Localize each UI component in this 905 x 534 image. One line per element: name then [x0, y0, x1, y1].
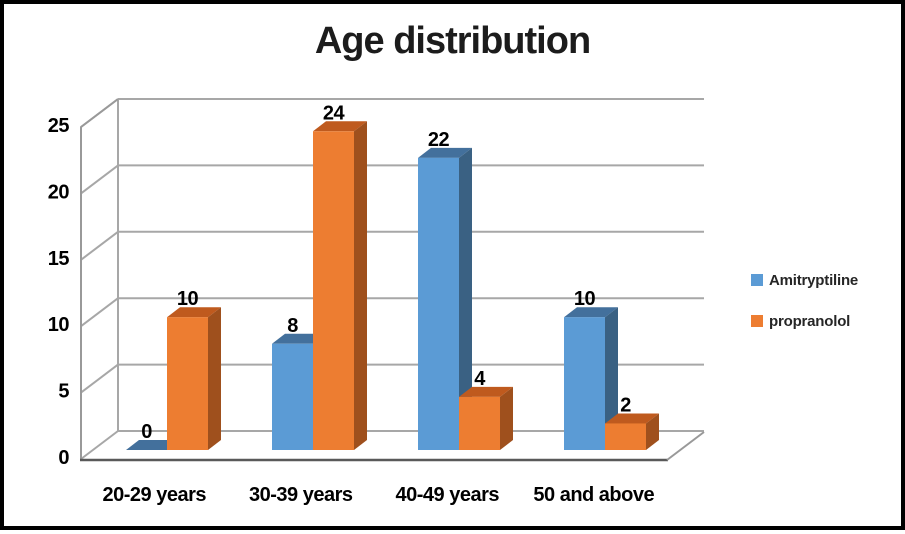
gridline-side-5 — [80, 363, 119, 394]
data-label-propranolol-2: 4 — [474, 368, 486, 390]
bar-side-propranolol-2 — [500, 386, 513, 450]
y-tick-label-0: 0 — [58, 447, 69, 469]
y-tick-label-20: 20 — [48, 181, 70, 203]
legend-item-propranolol: propranolol — [751, 309, 858, 333]
category-label-2: 40-49 years — [396, 484, 500, 506]
legend-item-amitryptiline: Amitryptiline — [751, 268, 858, 292]
data-label-propranolol-0: 10 — [177, 288, 199, 310]
y-tick-label-10: 10 — [48, 314, 70, 336]
bar-top-Amitryptiline-1 — [272, 333, 326, 344]
bar-Amitryptiline-3 — [564, 317, 605, 450]
category-label-0: 20-29 years — [103, 484, 207, 506]
bar-side-propranolol-3 — [646, 413, 659, 450]
category-label-3: 50 and above — [533, 484, 654, 506]
category-label-1: 30-39 years — [249, 484, 353, 506]
gridline-side-15 — [80, 231, 119, 261]
bar-propranolol-2 — [459, 396, 500, 450]
bar-propranolol-1 — [313, 131, 354, 450]
bar-side-Amitryptiline-2 — [459, 147, 472, 450]
bar-Amitryptiline-2 — [418, 157, 459, 450]
bar-top-Amitryptiline-2 — [418, 147, 472, 158]
y-tick-label-15: 15 — [48, 248, 70, 270]
data-label-Amitryptiline-0: 0 — [141, 421, 152, 443]
data-label-propranolol-1: 24 — [323, 102, 346, 124]
bar-top-propranolol-0 — [167, 307, 221, 318]
gridline-side-0 — [80, 430, 119, 460]
gridline-side-20 — [80, 164, 119, 195]
data-label-Amitryptiline-2: 22 — [428, 129, 450, 151]
y-tick-label-25: 25 — [48, 115, 70, 137]
bar-top-propranolol-1 — [313, 121, 367, 132]
gridline-side-10 — [80, 297, 119, 327]
bar-top-propranolol-2 — [459, 386, 513, 397]
bar-side-propranolol-0 — [208, 307, 221, 450]
bar-top-Amitryptiline-0 — [126, 440, 180, 450]
bar-propranolol-3 — [605, 423, 646, 450]
data-label-Amitryptiline-3: 10 — [574, 288, 596, 310]
chart-title: Age distribution — [314, 20, 591, 62]
legend-label-amitryptiline: Amitryptiline — [769, 271, 859, 289]
bar-side-Amitryptiline-3 — [605, 307, 618, 450]
bar-propranolol-0 — [167, 317, 208, 450]
legend-swatch-propranolol-icon — [751, 315, 763, 327]
bar-Amitryptiline-1 — [272, 343, 313, 450]
data-label-propranolol-3: 2 — [620, 394, 631, 416]
data-label-Amitryptiline-1: 8 — [287, 315, 298, 337]
y-axis-line — [80, 98, 119, 460]
bar-side-propranolol-1 — [354, 121, 367, 450]
legend-label-propranolol: propranolol — [769, 312, 851, 330]
bar-top-Amitryptiline-3 — [564, 307, 618, 318]
legend-swatch-amitryptiline-icon — [751, 274, 763, 286]
bar-top-propranolol-3 — [605, 413, 659, 424]
y-tick-label-5: 5 — [58, 381, 69, 403]
floor-right-edge — [666, 431, 705, 461]
legend: Amitryptiline propranolol — [751, 268, 858, 350]
